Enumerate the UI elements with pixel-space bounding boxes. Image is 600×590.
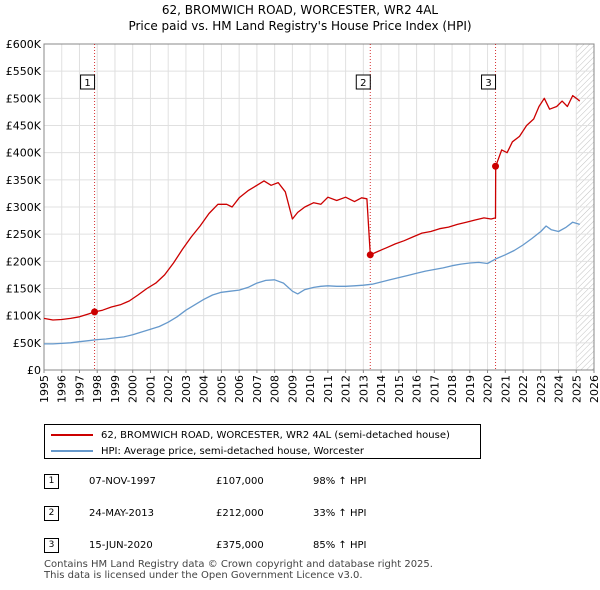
transaction-hpi-change: 33% ↑ HPI xyxy=(313,508,367,519)
x-tick-label: 2014 xyxy=(375,375,388,403)
hpi-line xyxy=(44,221,580,345)
x-tick-label: 2004 xyxy=(198,375,211,403)
y-tick-label: £450K xyxy=(6,120,42,133)
x-tick-label: 2019 xyxy=(464,375,477,403)
sale-point xyxy=(366,251,374,259)
legend-item-property: 62, BROMWICH ROAD, WORCESTER, WR2 4AL (s… xyxy=(51,427,450,443)
legend-swatch-property xyxy=(51,434,93,436)
x-tick-label: 2001 xyxy=(144,375,157,403)
x-tick-label: 1996 xyxy=(56,375,69,403)
x-tick-label: 2002 xyxy=(162,375,175,403)
sale-point xyxy=(492,162,500,170)
legend-swatch-hpi xyxy=(51,450,93,452)
x-tick-label: 1995 xyxy=(38,375,51,403)
x-tick-label: 2020 xyxy=(482,375,495,403)
event-number-box xyxy=(80,74,96,90)
transaction-hpi-change: 98% ↑ HPI xyxy=(313,476,367,487)
transaction-number-badge: 3 xyxy=(44,538,59,553)
y-tick-label: £550K xyxy=(6,65,42,78)
x-tick-label: 1998 xyxy=(91,375,104,403)
y-tick-label: £350K xyxy=(6,174,42,187)
x-tick-label: 2017 xyxy=(428,375,441,403)
chart-legend: 62, BROMWICH ROAD, WORCESTER, WR2 4AL (s… xyxy=(44,424,481,459)
transaction-date: 15-JUN-2020 xyxy=(89,540,153,551)
y-tick-label: £400K xyxy=(6,147,42,160)
chart-title-subtitle: Price paid vs. HM Land Registry's House … xyxy=(128,19,472,33)
x-tick-label: 2021 xyxy=(499,375,512,403)
x-tick-label: 2023 xyxy=(535,375,548,403)
x-tick-label: 2024 xyxy=(553,375,566,403)
x-tick-label: 2011 xyxy=(322,375,335,403)
copyright-footer: Contains HM Land Registry data © Crown c… xyxy=(44,559,433,581)
x-tick-label: 1999 xyxy=(109,375,122,403)
x-tick-label: 2025 xyxy=(570,375,583,403)
y-tick-label: £50K xyxy=(13,337,42,350)
property-price-line xyxy=(43,94,581,321)
x-tick-label: 2012 xyxy=(340,375,353,403)
event-number-box xyxy=(355,74,371,90)
chart-title-address: 62, BROMWICH ROAD, WORCESTER, WR2 4AL xyxy=(161,3,439,17)
transaction-date: 07-NOV-1997 xyxy=(89,476,156,487)
legend-item-hpi: HPI: Average price, semi-detached house,… xyxy=(51,443,364,459)
y-tick-label: £300K xyxy=(6,201,42,214)
x-tick-label: 2010 xyxy=(304,375,317,403)
x-tick-label: 2013 xyxy=(357,375,370,403)
y-tick-label: £250K xyxy=(6,228,42,241)
transaction-number-badge: 2 xyxy=(44,506,59,521)
x-tick-label: 2000 xyxy=(127,375,140,403)
transaction-date: 24-MAY-2013 xyxy=(89,508,155,519)
x-tick-label: 2016 xyxy=(411,375,424,403)
y-tick-label: £200K xyxy=(6,255,42,268)
y-tick-label: £600K xyxy=(6,38,42,51)
x-tick-label: 2008 xyxy=(269,375,282,403)
x-tick-label: 2007 xyxy=(251,375,264,403)
y-tick-label: £500K xyxy=(6,92,42,105)
y-tick-label: £0 xyxy=(27,364,41,377)
x-tick-label: 2015 xyxy=(393,375,406,403)
y-tick-label: £100K xyxy=(6,310,42,323)
x-tick-label: 2022 xyxy=(517,375,530,403)
event-number-label: 1 xyxy=(84,78,90,89)
event-number-label: 2 xyxy=(360,78,366,89)
x-tick-label: 2006 xyxy=(233,375,246,403)
transaction-price: £375,000 xyxy=(216,540,264,551)
x-tick-label: 2009 xyxy=(286,375,299,403)
legend-label-property: 62, BROMWICH ROAD, WORCESTER, WR2 4AL (s… xyxy=(101,429,450,441)
x-tick-label: 2018 xyxy=(446,375,459,403)
x-tick-label: 2003 xyxy=(180,375,193,403)
x-tick-label: 1997 xyxy=(73,375,86,403)
transaction-price: £107,000 xyxy=(216,476,264,487)
transaction-hpi-change: 85% ↑ HPI xyxy=(313,540,367,551)
price-chart: £0 £50K £100K £150K £200K £250K £300K £350K £400… xyxy=(6,38,600,403)
transaction-price: £212,000 xyxy=(216,508,264,519)
transaction-number-badge: 1 xyxy=(44,474,59,489)
plot-frame xyxy=(43,43,595,371)
event-number-label: 3 xyxy=(485,78,491,89)
y-tick-label: £150K xyxy=(6,283,42,296)
x-tick-label: 2005 xyxy=(215,375,228,403)
legend-label-hpi: HPI: Average price, semi-detached house,… xyxy=(101,445,364,457)
sale-point xyxy=(91,308,99,316)
x-tick-label: 2026 xyxy=(588,375,600,403)
event-number-box xyxy=(481,74,497,90)
